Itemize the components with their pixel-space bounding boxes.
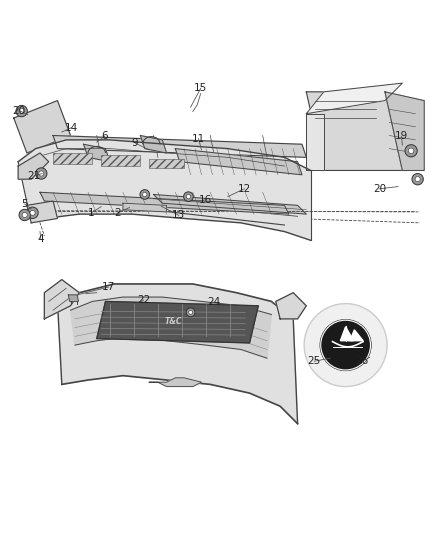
Polygon shape [84, 144, 110, 161]
Polygon shape [68, 295, 78, 302]
Text: 13: 13 [172, 211, 185, 221]
Text: 6: 6 [101, 132, 108, 141]
Circle shape [304, 304, 387, 386]
Polygon shape [385, 92, 424, 171]
Circle shape [184, 192, 193, 201]
Polygon shape [276, 293, 306, 319]
Polygon shape [153, 195, 306, 214]
Circle shape [415, 176, 420, 182]
Text: 26: 26 [356, 356, 369, 366]
Circle shape [27, 207, 38, 219]
Polygon shape [57, 284, 297, 424]
Circle shape [30, 210, 35, 215]
Polygon shape [97, 302, 258, 343]
Circle shape [39, 171, 44, 176]
Polygon shape [306, 92, 403, 171]
Text: 20: 20 [373, 184, 386, 194]
Polygon shape [71, 297, 272, 358]
Polygon shape [53, 153, 92, 164]
Circle shape [22, 213, 27, 217]
Text: 17: 17 [102, 282, 115, 292]
Circle shape [186, 308, 195, 317]
Text: 14: 14 [65, 123, 78, 133]
Text: 16: 16 [198, 195, 212, 205]
Circle shape [19, 209, 30, 221]
Polygon shape [306, 83, 403, 114]
Text: 9: 9 [132, 138, 138, 148]
Polygon shape [18, 153, 49, 179]
Polygon shape [44, 280, 79, 319]
Circle shape [320, 319, 371, 371]
Text: 11: 11 [192, 134, 205, 143]
Circle shape [19, 109, 24, 114]
Text: 12: 12 [238, 184, 251, 194]
Circle shape [186, 195, 191, 199]
Polygon shape [123, 203, 166, 212]
Text: 15: 15 [194, 83, 207, 93]
Polygon shape [141, 135, 166, 153]
Polygon shape [340, 327, 353, 341]
Text: 20: 20 [12, 106, 25, 116]
Text: 5: 5 [21, 199, 28, 209]
Polygon shape [306, 114, 324, 171]
Polygon shape [350, 330, 363, 341]
Polygon shape [18, 140, 311, 240]
Text: 4: 4 [38, 235, 44, 245]
Circle shape [140, 190, 150, 199]
Text: 25: 25 [307, 356, 321, 366]
Polygon shape [40, 192, 289, 214]
Circle shape [16, 106, 27, 117]
Text: T&C: T&C [164, 317, 182, 326]
Text: 24: 24 [207, 297, 220, 308]
Text: 2: 2 [114, 208, 121, 218]
Polygon shape [27, 201, 57, 223]
Circle shape [412, 174, 424, 185]
Circle shape [408, 148, 414, 154]
Polygon shape [149, 378, 201, 386]
Circle shape [189, 310, 193, 314]
Circle shape [35, 168, 47, 179]
Text: 22: 22 [137, 295, 150, 305]
Circle shape [405, 144, 417, 157]
Text: 21: 21 [28, 171, 41, 181]
Text: 19: 19 [395, 132, 408, 141]
Polygon shape [149, 159, 184, 168]
Polygon shape [175, 149, 302, 175]
Polygon shape [101, 155, 141, 166]
Text: 1: 1 [88, 208, 95, 218]
Polygon shape [53, 135, 306, 157]
Circle shape [143, 192, 147, 197]
Polygon shape [14, 101, 71, 153]
